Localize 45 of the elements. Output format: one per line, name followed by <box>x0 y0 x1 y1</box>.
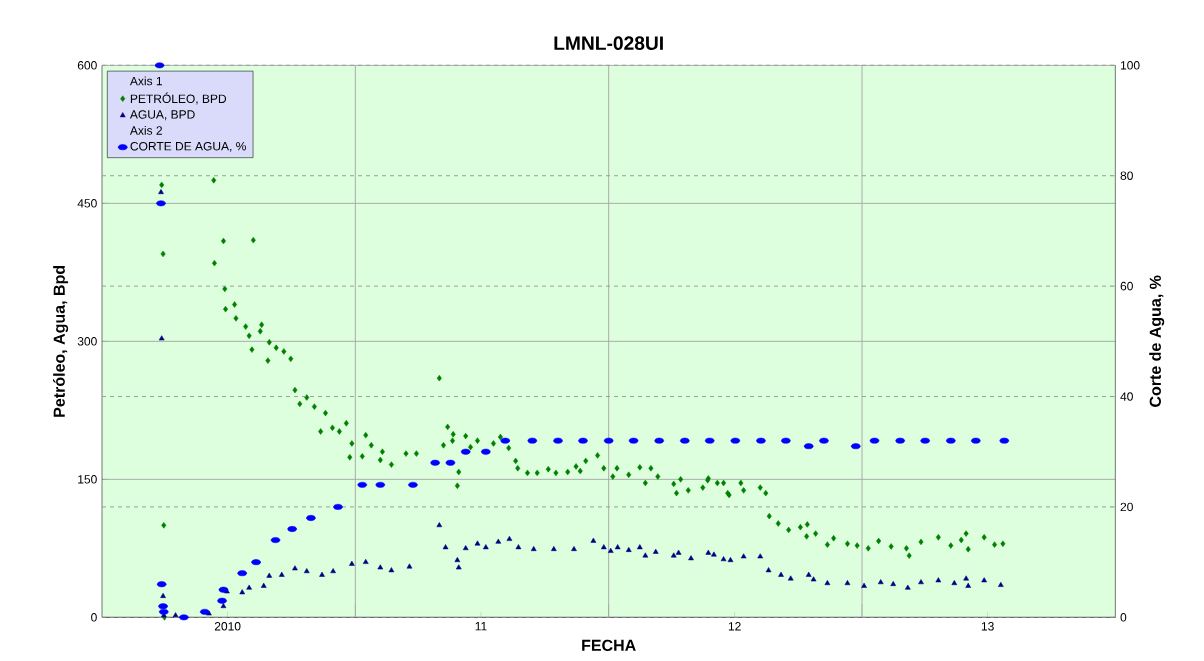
y-axis-title: Petróleo, Agua, Bpd <box>53 265 69 417</box>
y-tick-label: 450 <box>77 198 97 208</box>
point <box>781 437 791 444</box>
point <box>895 437 905 444</box>
point <box>156 200 166 207</box>
y2-tick-label: 20 <box>1120 502 1133 512</box>
x-tick-label: 13 <box>981 621 994 631</box>
point <box>408 481 418 488</box>
point <box>654 437 664 444</box>
point <box>578 437 588 444</box>
legend-label: AGUA, BPD <box>129 110 195 120</box>
annotation: Axis 2 <box>129 125 162 135</box>
point <box>179 614 189 621</box>
y-tick-label: 300 <box>77 336 97 346</box>
x-tick-label: 2010 <box>214 621 241 631</box>
point <box>553 437 563 444</box>
y-tick-label: 0 <box>91 612 97 622</box>
point <box>971 437 981 444</box>
legend-label: CORTE DE AGUA, % <box>130 141 246 152</box>
point <box>158 603 168 610</box>
point <box>680 437 690 444</box>
point <box>946 437 956 444</box>
point <box>333 503 343 510</box>
y-tick-label: 150 <box>78 474 97 484</box>
y2-tick-label: 80 <box>1120 171 1133 180</box>
y-tick-label: 600 <box>77 60 97 70</box>
y2-tick-label: 100 <box>1120 60 1140 70</box>
legend-label: PETRÓLEO, BPD <box>130 92 227 105</box>
y2-tick-label: 60 <box>1120 281 1133 291</box>
chart-title: LMNL-028UI <box>554 36 663 50</box>
point <box>430 459 440 466</box>
x-tick-label: 12 <box>728 621 741 631</box>
y2-tick-label: 40 <box>1120 392 1133 401</box>
point <box>920 437 930 444</box>
annotation: Axis 1 <box>129 76 162 86</box>
y2-tick-label: 0 <box>1120 612 1127 622</box>
point <box>756 437 766 444</box>
x-axis-title: FECHA <box>582 639 636 651</box>
y2-axis-title: Corte de Agua, % <box>1149 275 1165 407</box>
point <box>287 525 297 532</box>
x-tick-label: 11 <box>475 621 487 631</box>
point <box>217 597 227 604</box>
point <box>819 437 829 444</box>
point <box>481 448 491 455</box>
point <box>306 514 316 521</box>
